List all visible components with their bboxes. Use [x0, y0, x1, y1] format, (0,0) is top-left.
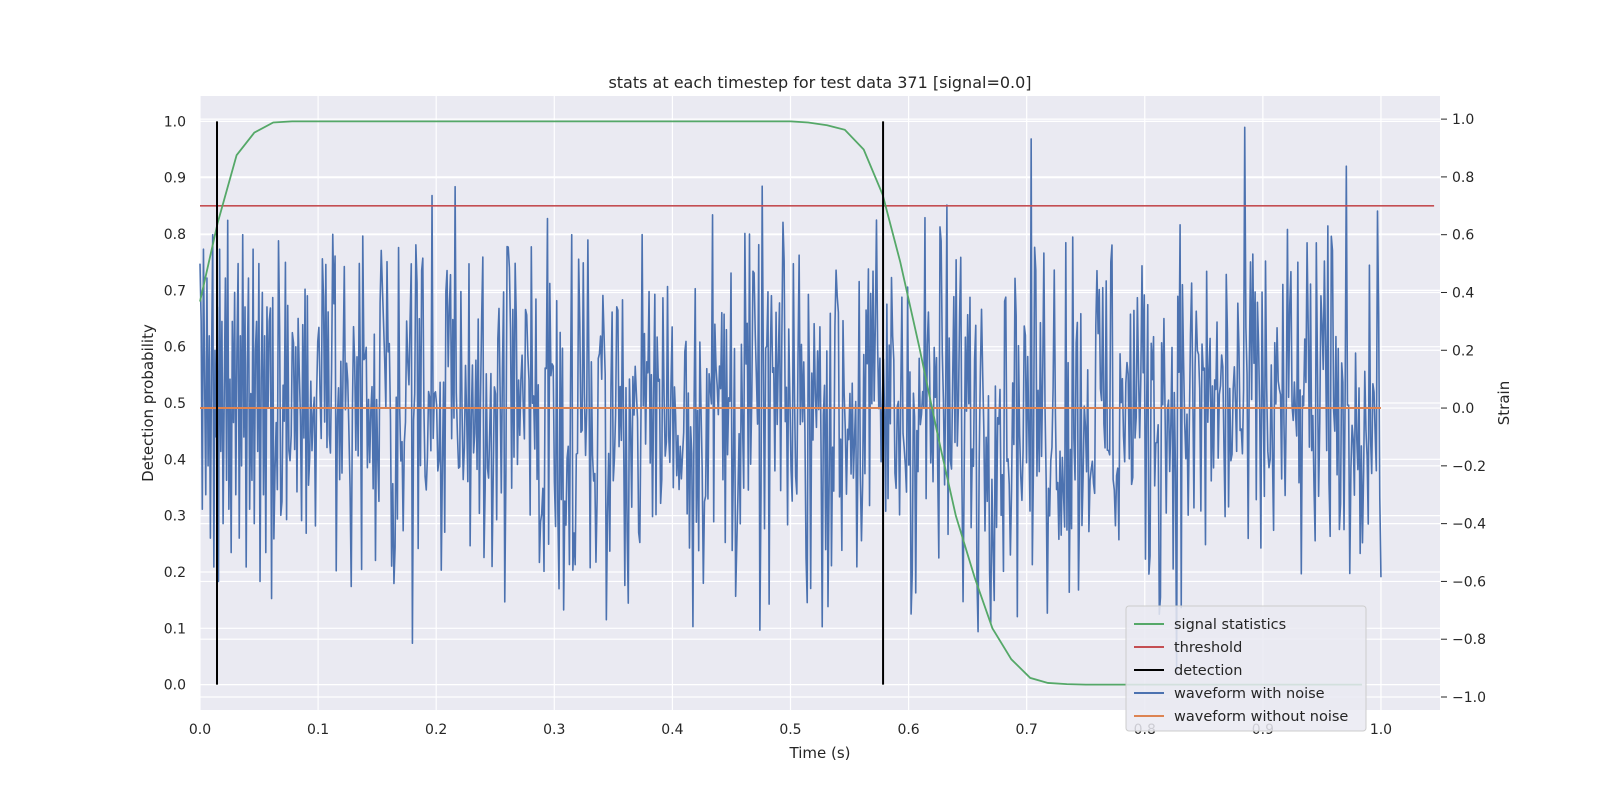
- y-tick-label: 0.1: [164, 621, 186, 637]
- y2-tick-label: 0.8: [1452, 170, 1474, 186]
- y2-tick-label: −0.4: [1452, 517, 1486, 533]
- x-axis-label: Time (s): [789, 744, 851, 762]
- y-tick-label: 0.4: [164, 452, 186, 468]
- y2-tick-label: −0.2: [1452, 459, 1486, 475]
- y-tick-label: 0.2: [164, 565, 186, 581]
- y-axis-label: Detection probability: [139, 324, 157, 482]
- x-tick-label: 0.1: [307, 722, 329, 738]
- legend-label: detection: [1174, 663, 1242, 679]
- waveform-with-noise-line: [199, 126, 1382, 674]
- y-tick-label: 0.7: [164, 283, 186, 299]
- legend: signal statistics threshold detection wavef…: [1125, 605, 1367, 732]
- x-tick-label: 0.5: [779, 722, 801, 738]
- signal-statistics-line: [199, 120, 1363, 686]
- x-tick-label: 0.3: [543, 722, 565, 738]
- x-tick-label: 0.4: [661, 722, 683, 738]
- y-tick-label: 1.0: [164, 114, 186, 130]
- legend-label: waveform without noise: [1174, 709, 1348, 725]
- legend-label: waveform with noise: [1174, 686, 1325, 702]
- x-tick-label: 1.0: [1370, 722, 1392, 738]
- legend-label: signal statistics: [1174, 617, 1286, 633]
- x-tick-label: 0.2: [425, 722, 447, 738]
- y2-tick-label: −0.6: [1452, 574, 1486, 590]
- y-tick-label: 0.3: [164, 509, 186, 525]
- y-tick-label: 0.0: [164, 678, 186, 694]
- y2-axis-label: Strain: [1495, 381, 1513, 425]
- legend-label: threshold: [1174, 640, 1242, 656]
- chart-title: stats at each timestep for test data 371…: [608, 73, 1031, 92]
- y-tick-label: 0.9: [164, 171, 186, 187]
- y2-tick-label: 0.2: [1452, 343, 1474, 359]
- y-tick-label: 0.5: [164, 396, 186, 412]
- y2-tick-label: 0.6: [1452, 228, 1474, 244]
- y-tick-label: 0.8: [164, 227, 186, 243]
- y2-tick-label: −0.8: [1452, 632, 1486, 648]
- x-tick-label: 0.0: [189, 722, 211, 738]
- y2-tick-label: 1.0: [1452, 112, 1474, 128]
- x-tick-label: 0.7: [1016, 722, 1038, 738]
- y2-tick-label: 0.4: [1452, 285, 1474, 301]
- x-tick-label: 0.6: [897, 722, 919, 738]
- y-tick-label: 0.6: [164, 340, 186, 356]
- axes-layer: 0.0 0.1 0.2 0.3 0.4 0.5 0.6 0.7 0.8 0.9 1.0 0.0 0.1 0…: [164, 112, 1486, 738]
- y2-tick-label: 0.0: [1452, 401, 1474, 417]
- y2-tick-label: −1.0: [1452, 690, 1486, 706]
- legend-box: [1125, 605, 1367, 732]
- series-layer: [199, 120, 1435, 686]
